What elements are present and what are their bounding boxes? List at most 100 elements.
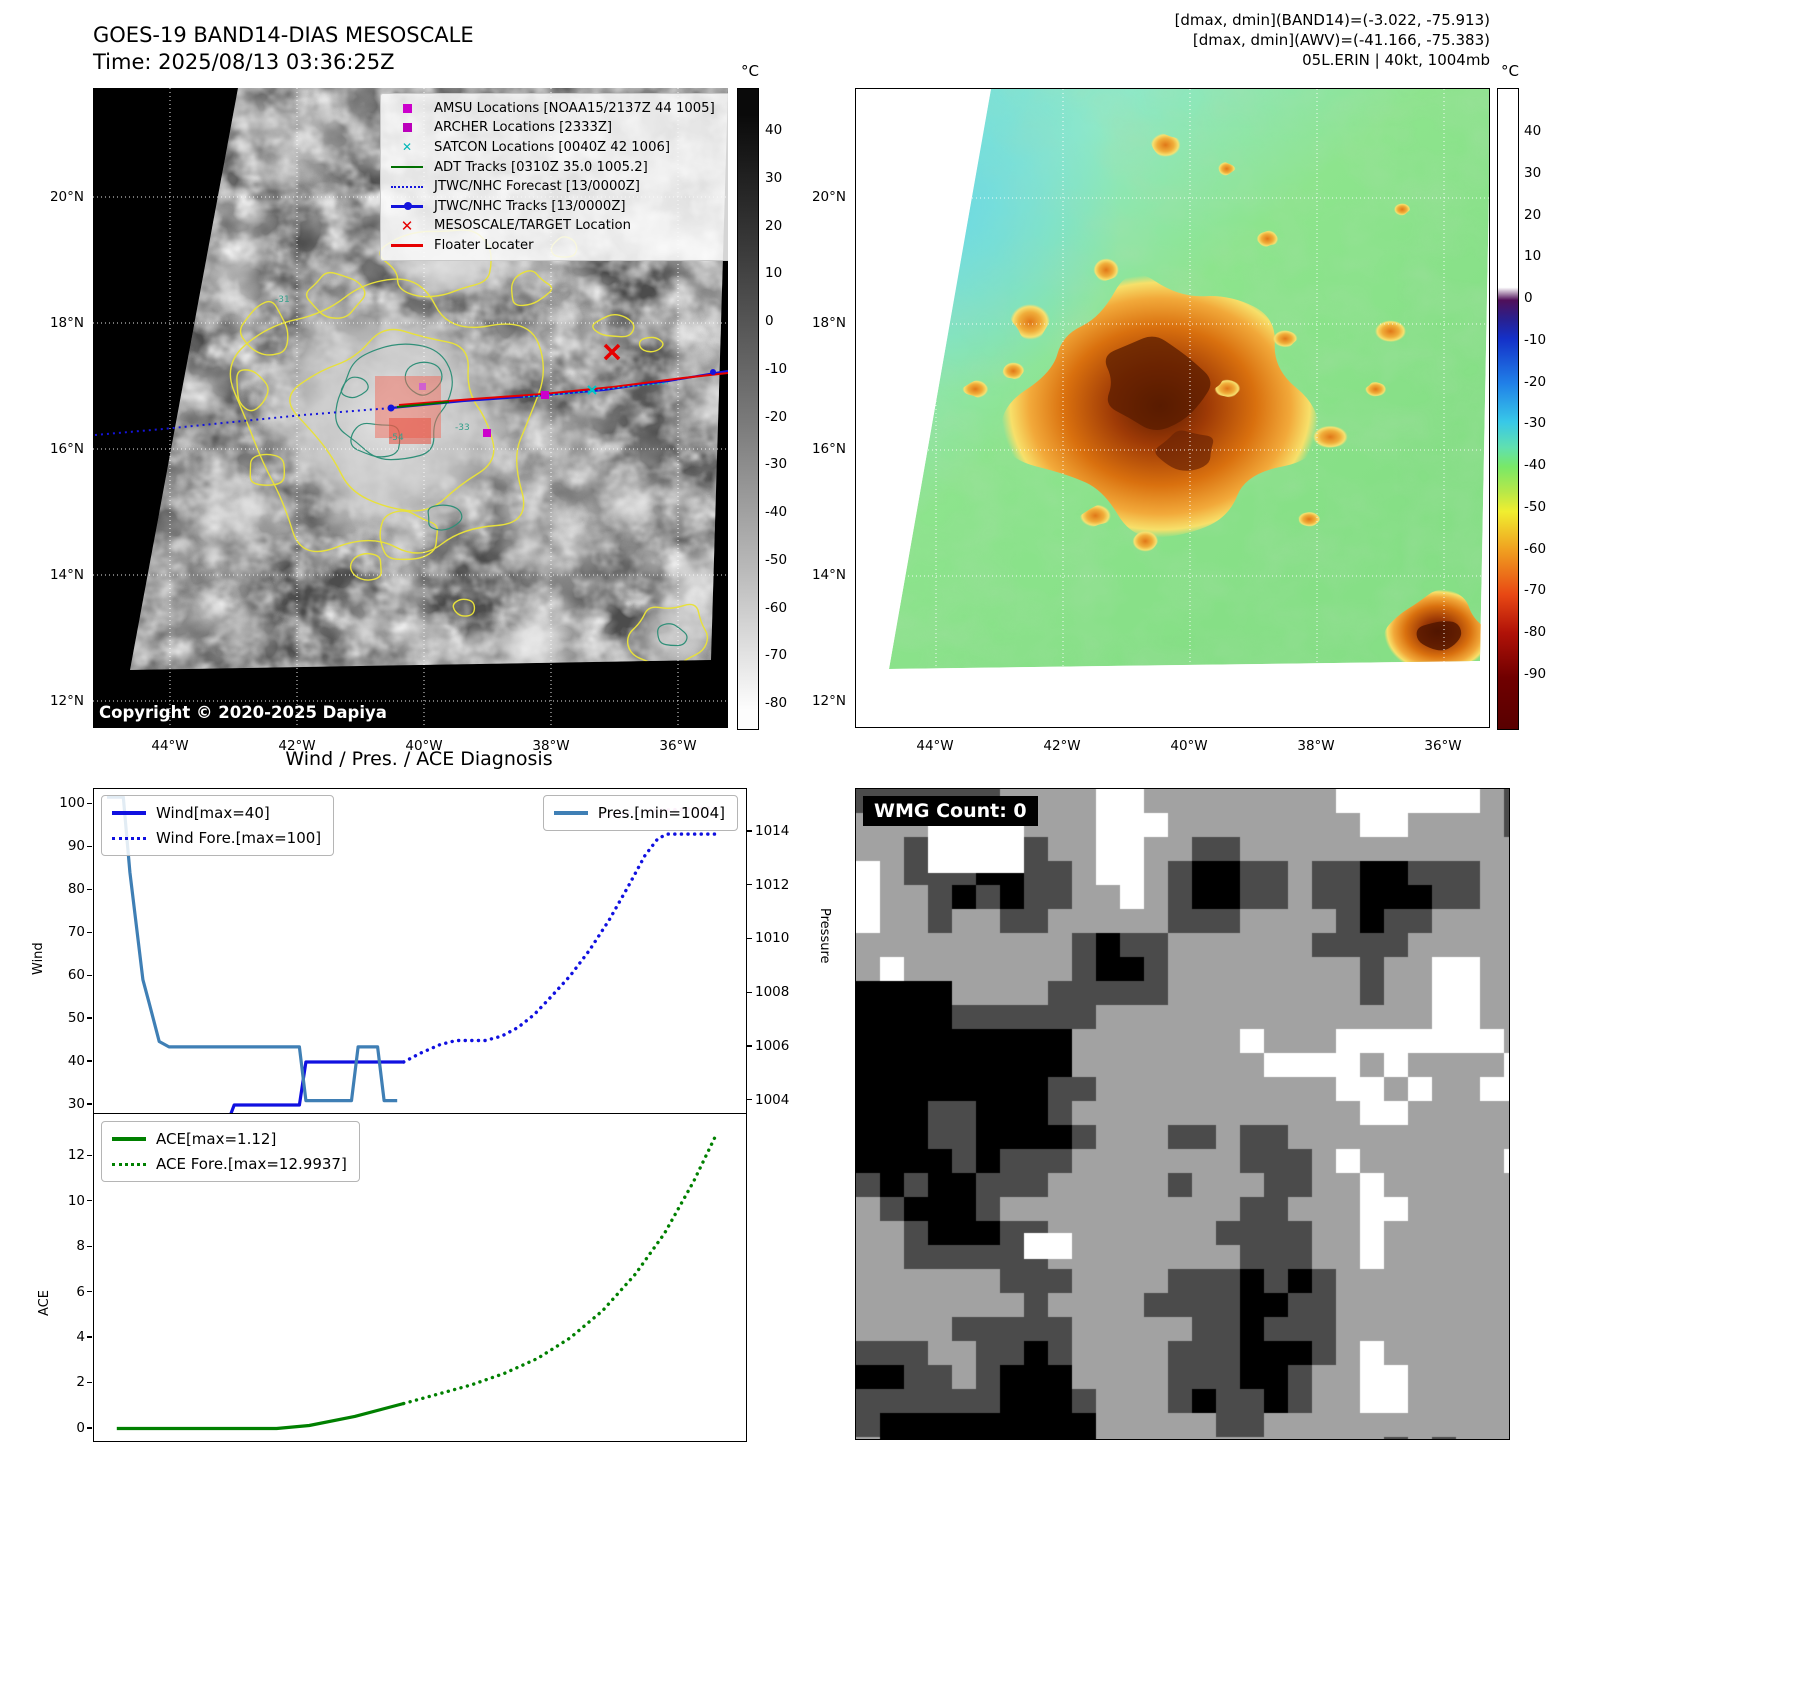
lat-tick-label: 14°N (811, 567, 846, 583)
axis-tick-label: 8 (76, 1238, 85, 1255)
axis-tick-mark (87, 1060, 92, 1062)
awv-annotations: [dmax, dmin](BAND14)=(-3.022, -75.913) [… (1000, 10, 1490, 70)
legend-label: ACE[max=1.12] (156, 1130, 277, 1148)
map-legend: AMSU Locations [NOAA15/2137Z 44 1005] ARC… (380, 93, 728, 261)
annotation-awv-dmax-dmin: [dmax, dmin](AWV)=(-41.166, -75.383) (1192, 31, 1490, 49)
lon-tick-label: 38°W (532, 738, 570, 754)
awv-satellite-image (856, 89, 1489, 727)
axis-tick-label: 6 (76, 1283, 85, 1300)
legend-item: Wind[max=40] (112, 804, 321, 822)
legend-label: JTWC/NHC Forecast [13/0000Z] (434, 179, 640, 195)
colorbar-tick-label: -50 (765, 551, 788, 568)
legend-label: Wind[max=40] (156, 804, 270, 822)
axis-tick-mark (87, 1291, 92, 1293)
axis-tick-mark (87, 1200, 92, 1202)
line-sample-icon (553, 811, 588, 815)
legend-item: Wind Fore.[max=100] (112, 829, 321, 847)
line-marker-icon (389, 244, 425, 247)
x-bold-marker-icon: ✕ (400, 216, 414, 235)
band14-colorbar (737, 88, 759, 730)
wmg-panel: WMG Count: 0 (855, 788, 1510, 1440)
colorbar-tick-label: -30 (765, 456, 788, 473)
dotted-line-sample-icon (112, 1162, 146, 1166)
wmg-pixel-image (856, 789, 1509, 1439)
axis-tick-label: 70 (67, 924, 85, 940)
axis-tick-mark (747, 1099, 752, 1101)
annotation-storm-id: 05L.ERIN | 40kt, 1004mb (1302, 51, 1490, 69)
colorbar-tick-label: -80 (765, 695, 788, 711)
lat-tick-label: 18°N (49, 315, 84, 331)
colorbar-tick-label: 40 (1524, 123, 1542, 139)
axis-tick-mark (747, 991, 752, 993)
axis-tick-label: 1004 (755, 1091, 790, 1108)
axis-tick-mark (87, 802, 92, 804)
band14-colorbar-unit: °C (741, 62, 759, 80)
colorbar-tick-label: -70 (1524, 582, 1547, 599)
colorbar-tick-label: 0 (1524, 290, 1533, 307)
band14-map: -54 -31 -33 AMSU Locations [NOAA15/2137Z 4… (93, 88, 728, 728)
lon-tick-label: 44°W (151, 738, 189, 754)
axis-tick-label: 12 (67, 1147, 85, 1164)
axis-tick-label: 2 (76, 1374, 85, 1391)
axis-tick-label: 1012 (755, 876, 790, 893)
axis-tick-label: 60 (67, 967, 85, 983)
colorbar-tick-label: -40 (765, 504, 788, 520)
axis-tick-mark (87, 888, 92, 890)
axis-tick-mark (87, 1381, 92, 1384)
lon-tick-label: 40°W (1170, 738, 1208, 754)
axis-tick-mark (747, 884, 752, 886)
lon-tick-label: 36°W (659, 738, 697, 754)
lat-tick-label: 18°N (811, 315, 846, 331)
legend-label: MESOSCALE/TARGET Location (434, 218, 631, 234)
lon-tick-label: 42°W (278, 738, 316, 754)
legend-item: ADT Tracks [0310Z 35.0 1005.2] (389, 159, 725, 176)
axis-tick-mark (87, 1017, 92, 1019)
lon-tick-label: 36°W (1424, 738, 1462, 754)
legend-label: SATCON Locations [0040Z 42 1006] (434, 139, 670, 155)
lon-tick-label: 40°W (405, 738, 443, 754)
wind-legend: Wind[max=40] Wind Fore.[max=100] (101, 795, 335, 856)
legend-item: ACE Fore.[max=12.9937] (112, 1155, 347, 1173)
colorbar-tick-label: -20 (765, 408, 788, 425)
cold-cloud-tops (962, 133, 1489, 669)
colorbar-tick-label: -90 (1524, 666, 1547, 682)
colorbar-tick-label: 30 (765, 169, 783, 186)
svg-text:-31: -31 (275, 295, 290, 305)
line-dot-marker-icon (389, 202, 425, 211)
lon-tick-label: 44°W (916, 738, 954, 754)
axis-tick-label: 1014 (755, 822, 790, 839)
lat-tick-label: 20°N (49, 189, 84, 205)
lon-tick-label: 38°W (1297, 738, 1335, 754)
awv-colorbar-unit: °C (1501, 62, 1519, 80)
lat-tick-label: 16°N (811, 441, 846, 457)
axis-tick-label: 100 (59, 795, 85, 812)
square-marker-icon (389, 103, 425, 113)
axis-tick-mark (747, 1045, 752, 1047)
colorbar-tick-label: 20 (1524, 206, 1542, 223)
axis-tick-label: 1008 (755, 984, 790, 1001)
colorbar-tick-label: 0 (765, 313, 774, 329)
contour-value-labels: -54 -31 -33 (275, 295, 470, 443)
axis-tick-label: 40 (67, 1052, 85, 1069)
axis-tick-label: 0 (76, 1419, 85, 1436)
colorbar-tick-label: -10 (765, 360, 788, 377)
colorbar-tick-label: 20 (765, 217, 783, 234)
axis-tick-mark (87, 931, 92, 933)
line-sample-icon (112, 811, 146, 815)
copyright-text: Copyright © 2020-2025 Dapiya (99, 703, 387, 722)
square-marker-icon (389, 123, 425, 133)
lat-tick-label: 14°N (49, 567, 84, 583)
colorbar-tick-label: 10 (765, 265, 783, 282)
axis-tick-label: 30 (67, 1095, 85, 1112)
legend-item: AMSU Locations [NOAA15/2137Z 44 1005] (389, 100, 725, 117)
lat-tick-label: 16°N (49, 441, 84, 457)
awv-colorbar (1497, 88, 1519, 730)
legend-item: ARCHER Locations [2333Z] (389, 120, 725, 137)
storm-tracks-overlay (94, 343, 728, 444)
axis-tick-label: 10 (67, 1192, 85, 1209)
axis-tick-mark (87, 1103, 92, 1105)
axis-tick-mark (87, 1336, 92, 1338)
axis-tick-label: 4 (76, 1328, 85, 1345)
legend-item: JTWC/NHC Tracks [13/0000Z] (389, 198, 725, 215)
